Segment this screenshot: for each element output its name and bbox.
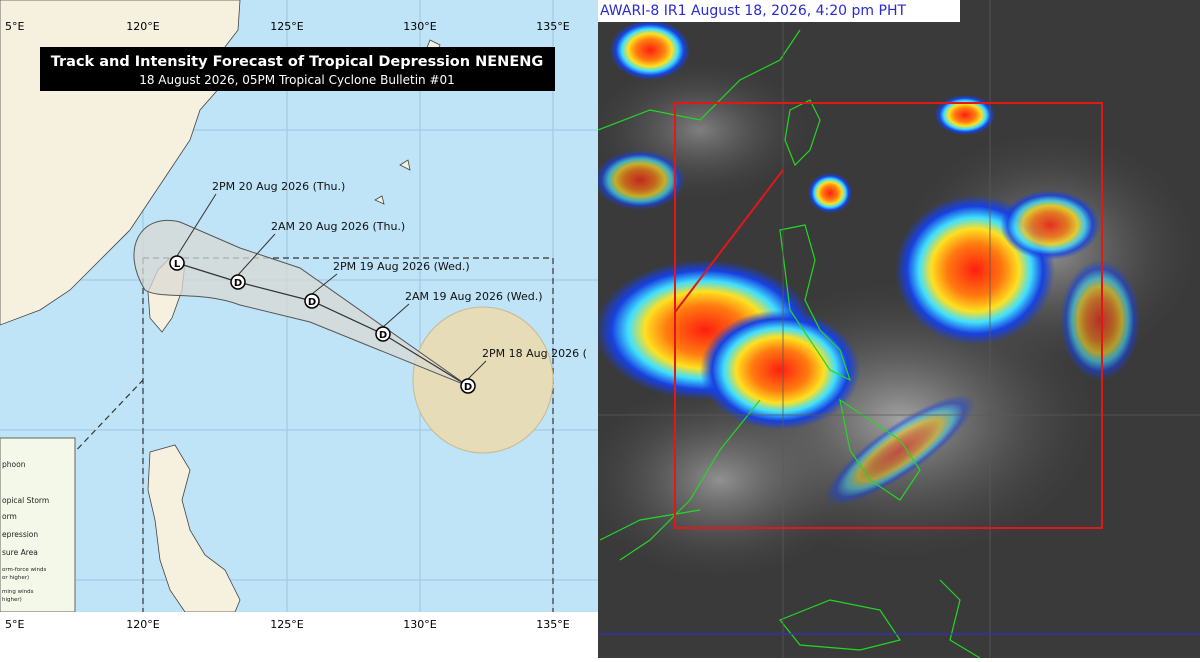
- leader-line: [176, 193, 217, 257]
- shape: [610, 20, 690, 80]
- legend-entry: phoon: [2, 460, 26, 469]
- shape: [935, 95, 995, 135]
- bottom-margin: [0, 612, 598, 658]
- legend-entry: orm: [2, 512, 17, 521]
- coastlines: [598, 29, 981, 658]
- legend-box: [0, 437, 76, 612]
- track-marker-letter: D: [308, 297, 316, 308]
- track-marker-letter: D: [379, 330, 387, 341]
- longitude-label-bottom: 125°E: [270, 618, 303, 631]
- legend-entry: epression: [2, 530, 38, 539]
- sat-graticule: [598, 0, 1200, 658]
- forecast-cone: [133, 219, 469, 387]
- track-marker: [169, 255, 185, 271]
- track-label: 2PM 19 Aug 2026 (Wed.): [333, 260, 470, 273]
- shape: [808, 173, 852, 213]
- par-box: [674, 102, 1103, 529]
- track-marker: [304, 293, 320, 309]
- longitude-labels: 5°E 120°E 125°E 130°E 135°E 5°E 120°E 125°E 130°…: [5, 20, 570, 631]
- uncertainty-circle: [412, 306, 554, 454]
- longitude-label-bottom: 135°E: [536, 618, 569, 631]
- track-marker: [230, 274, 246, 290]
- caption-bar: [598, 0, 960, 22]
- longitude-label-bottom: 120°E: [126, 618, 159, 631]
- legend-entry: orm-force winds: [2, 567, 46, 573]
- track-marker-letter: D: [464, 382, 472, 393]
- legend-entry: sure Area: [2, 548, 38, 557]
- title-box: [40, 47, 555, 91]
- shape: [619, 399, 761, 561]
- par-diagonal: [674, 169, 784, 313]
- shape: [598, 150, 685, 210]
- map-subtitle: 18 August 2026, 05PM Tropical Cyclone Bu…: [139, 73, 455, 87]
- forecast-map: 2PM 18 Aug 2026 ( D 2AM 19 Aug 2026 (Wed.)…: [0, 0, 598, 612]
- shape: [939, 579, 981, 658]
- legend-entry: opical Storm: [2, 496, 49, 505]
- track-label: 2AM 20 Aug 2026 (Thu.): [271, 220, 405, 233]
- track-label: 2PM 20 Aug 2026 (Thu.): [212, 180, 345, 193]
- longitude-label-top: 135°E: [536, 20, 569, 33]
- track-label: 2PM 18 Aug 2026 (: [482, 347, 587, 360]
- legend-entry: higher): [2, 597, 22, 603]
- shape: [599, 509, 701, 541]
- shape: [779, 224, 852, 382]
- track-points: 2PM 18 Aug 2026 ( D 2AM 19 Aug 2026 (Wed.)…: [169, 180, 587, 394]
- shape: [779, 599, 901, 651]
- shape: [824, 394, 976, 506]
- track-marker-letter: L: [174, 259, 181, 270]
- longitude-label-bottom: 5°E: [5, 618, 24, 631]
- leader-line: [237, 233, 276, 276]
- longitude-label-top: 120°E: [126, 20, 159, 33]
- leader-line: [382, 303, 410, 328]
- longitude-label-bottom: 130°E: [403, 618, 436, 631]
- longitude-label-top: 5°E: [5, 20, 24, 33]
- longitude-label-top: 125°E: [270, 20, 303, 33]
- shape: [784, 99, 821, 167]
- convection: [598, 20, 1140, 506]
- track-marker: [460, 378, 476, 394]
- leader-line: [467, 360, 487, 380]
- track-label: 2AM 19 Aug 2026 (Wed.): [405, 290, 543, 303]
- legend-entry: or higher): [2, 575, 29, 581]
- legend: phoon opical Storm orm epression sure Area or…: [2, 460, 49, 603]
- satellite-image: AWARI-8 IR1 August 18, 2026, 4:20 pm PHT: [598, 0, 1200, 658]
- map-title: Track and Intensity Forecast of Tropical…: [51, 54, 544, 70]
- luzon: [147, 444, 241, 612]
- legend-entry: ming winds: [2, 589, 34, 595]
- shape: [700, 310, 860, 430]
- shape: [839, 398, 921, 501]
- shape: [598, 380, 860, 580]
- track-marker-letter: D: [234, 278, 242, 289]
- satellite-caption: AWARI-8 IR1 August 18, 2026, 4:20 pm PHT: [600, 3, 906, 19]
- longitude-label-top: 130°E: [403, 20, 436, 33]
- par-boundary: [142, 257, 554, 612]
- track-marker: [375, 326, 391, 342]
- shape: [1000, 190, 1100, 260]
- leader-line: [311, 273, 338, 295]
- shape: [1060, 260, 1140, 380]
